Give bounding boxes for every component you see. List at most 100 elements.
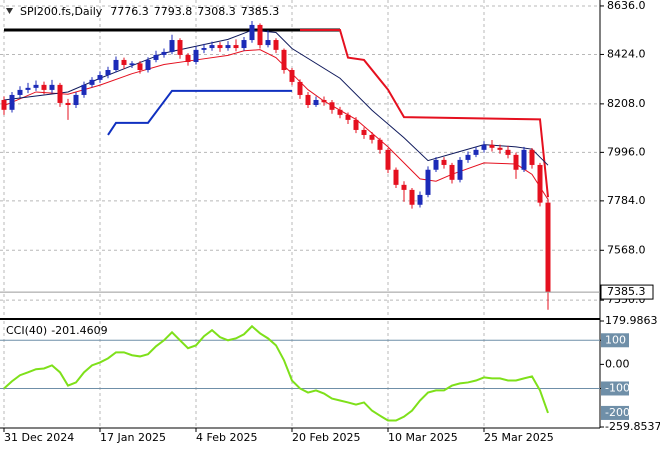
candle-body [65,102,71,106]
candle-body [425,169,431,195]
current-value-label: -200 [605,406,630,419]
candle-body [481,144,487,150]
candle-body [289,70,295,82]
candle-body [265,40,271,46]
candle-body [9,94,15,110]
candle-body [17,89,23,95]
candle-body [73,94,79,106]
y-tick-label: 8424.0 [607,47,646,60]
chart-title: SPI200.fs,Daily 7776.3 7793.8 7308.3 7385.3 [20,5,279,18]
last-price-box [600,284,654,300]
cci-panel: 179.9863 100 0.00 -100 -259.8537-200 [0,314,660,433]
y-tick-label: 100 [605,333,626,346]
candle-body [529,149,535,165]
candle-body [161,51,167,55]
candle-body [465,154,471,160]
candle-body [145,59,151,71]
candle-body [97,75,103,80]
cci-title: CCI(40) -201.4609 [6,324,108,337]
candle-body [217,45,223,49]
candle-body [209,45,215,49]
indicator-line [3,29,549,166]
candle-body [305,94,311,106]
candle-body [153,54,159,60]
cci-value: -201.4609 [51,324,107,337]
candle-body [193,49,199,62]
candle-body [25,87,31,90]
indicator-line [300,28,549,198]
y-tick-label: 7996.0 [607,145,646,158]
candle-body [81,84,87,95]
candle-body [241,40,247,49]
candle-body [129,63,135,65]
candle-body [249,24,255,41]
candle-body [201,48,207,50]
cci-line [3,324,549,422]
y-tick-label: 0.00 [605,357,630,370]
cci-name: CCI(40) [6,324,47,337]
x-tick-label: 25 Mar 2025 [484,431,554,444]
candle-body [273,40,279,50]
candle-body [121,59,127,65]
candle-body [377,139,383,150]
current-value-box [601,405,629,420]
candle-body [353,119,359,130]
candle-body [281,49,287,71]
candle-body [545,202,551,293]
y-tick-label: 8636.0 [607,0,646,12]
y-tick-label: 7568.0 [607,243,646,256]
candle-body [89,79,95,85]
candle-body [57,84,63,103]
candle-body [433,159,439,170]
candle-body [233,45,239,49]
title-icon [6,8,13,14]
candle-body [497,147,503,150]
candle-body [385,149,391,170]
x-tick-label: 20 Feb 2025 [292,431,360,444]
y-tick-label: 8208.0 [607,97,646,110]
candle-body [409,189,415,205]
ohlc-open: 7776.3 [110,5,149,18]
ohlc-low: 7308.3 [197,5,236,18]
candle-body [313,99,319,106]
candle-body [489,144,495,148]
candle-body [105,70,111,76]
x-tick-label: 10 Mar 2025 [388,431,458,444]
candle-body [393,169,399,185]
y-tick-label: 179.9863 [605,314,658,327]
candle-body [337,109,343,115]
candle-body [185,54,191,62]
candle-body [345,114,351,120]
main-panel: 8636.08424.08208.07996.07784.07568.07350… [0,0,654,318]
candle-body [457,159,463,180]
x-tick-label: 17 Jan 2025 [100,431,166,444]
last-price-label: 7385.3 [607,285,646,298]
candle-body [473,149,479,155]
candle-body [1,99,7,110]
candle-body [513,154,519,170]
candle-body [505,149,511,155]
y-tick-label: -259.8537 [605,420,660,433]
candle-body [321,99,327,103]
candle-body [257,24,263,46]
indicator-line [107,89,292,136]
y-tick-label: 7784.0 [607,194,646,207]
candle-body [361,129,367,135]
candle-body [49,84,55,90]
candle-body [137,63,143,71]
candle-body [41,84,47,90]
ohlc-high: 7793.8 [154,5,193,18]
candle-body [521,149,527,170]
candle-body [537,164,543,203]
y-tick-label: -100 [605,381,630,394]
candle-body [417,194,423,205]
candle-body [177,40,183,55]
candle-body [401,184,407,190]
candle-body [297,81,303,95]
level-box [601,333,629,348]
candle-body [33,84,39,88]
candle-body [113,59,119,71]
ohlc-close: 7385.3 [241,5,280,18]
